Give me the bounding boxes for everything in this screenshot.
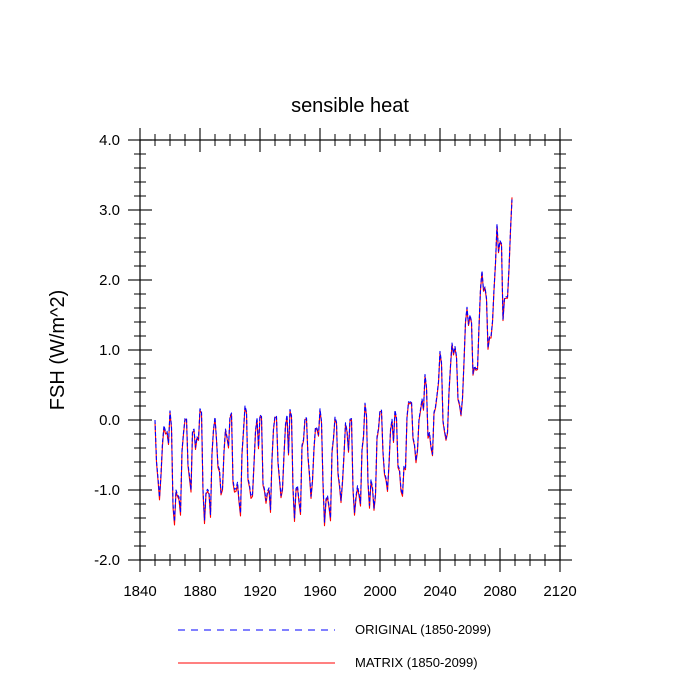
y-tick-label: -2.0 xyxy=(94,552,120,569)
y-tick-label: 3.0 xyxy=(99,202,120,219)
legend-label-original: ORIGINAL (1850-2099) xyxy=(355,622,491,637)
series-layer xyxy=(154,197,513,527)
axis-ticks xyxy=(128,128,572,572)
y-axis-label: FSH (W/m^2) xyxy=(47,290,69,410)
x-tick-label: 2080 xyxy=(483,583,516,600)
y-tick-labels: -2.0 -1.0 0.0 1.0 2.0 3.0 4.0 xyxy=(94,132,120,569)
y-tick-label: -1.0 xyxy=(94,482,120,499)
x-tick-label: 1840 xyxy=(123,583,156,600)
y-tick-label: 2.0 xyxy=(99,272,120,289)
legend-label-matrix: MATRIX (1850-2099) xyxy=(355,655,478,670)
series-line-original xyxy=(154,199,513,523)
legend: ORIGINAL (1850-2099) MATRIX (1850-2099) xyxy=(178,622,491,670)
y-tick-label: 1.0 xyxy=(99,342,120,359)
x-tick-label: 2040 xyxy=(423,583,456,600)
x-tick-label: 2120 xyxy=(543,583,576,600)
y-tick-label: 0.0 xyxy=(99,412,120,429)
x-tick-labels: 1840 1880 1920 1960 2000 2040 2080 2120 xyxy=(123,583,576,600)
x-tick-label: 1960 xyxy=(303,583,336,600)
chart-title: sensible heat xyxy=(291,95,409,117)
x-tick-label: 2000 xyxy=(363,583,396,600)
series-line-matrix xyxy=(154,197,513,527)
y-tick-label: 4.0 xyxy=(99,132,120,149)
plot-area: 1840 1880 1920 1960 2000 2040 2080 2120 -2.0 -1.… xyxy=(94,128,577,600)
x-tick-label: 1880 xyxy=(183,583,216,600)
x-tick-label: 1920 xyxy=(243,583,276,600)
